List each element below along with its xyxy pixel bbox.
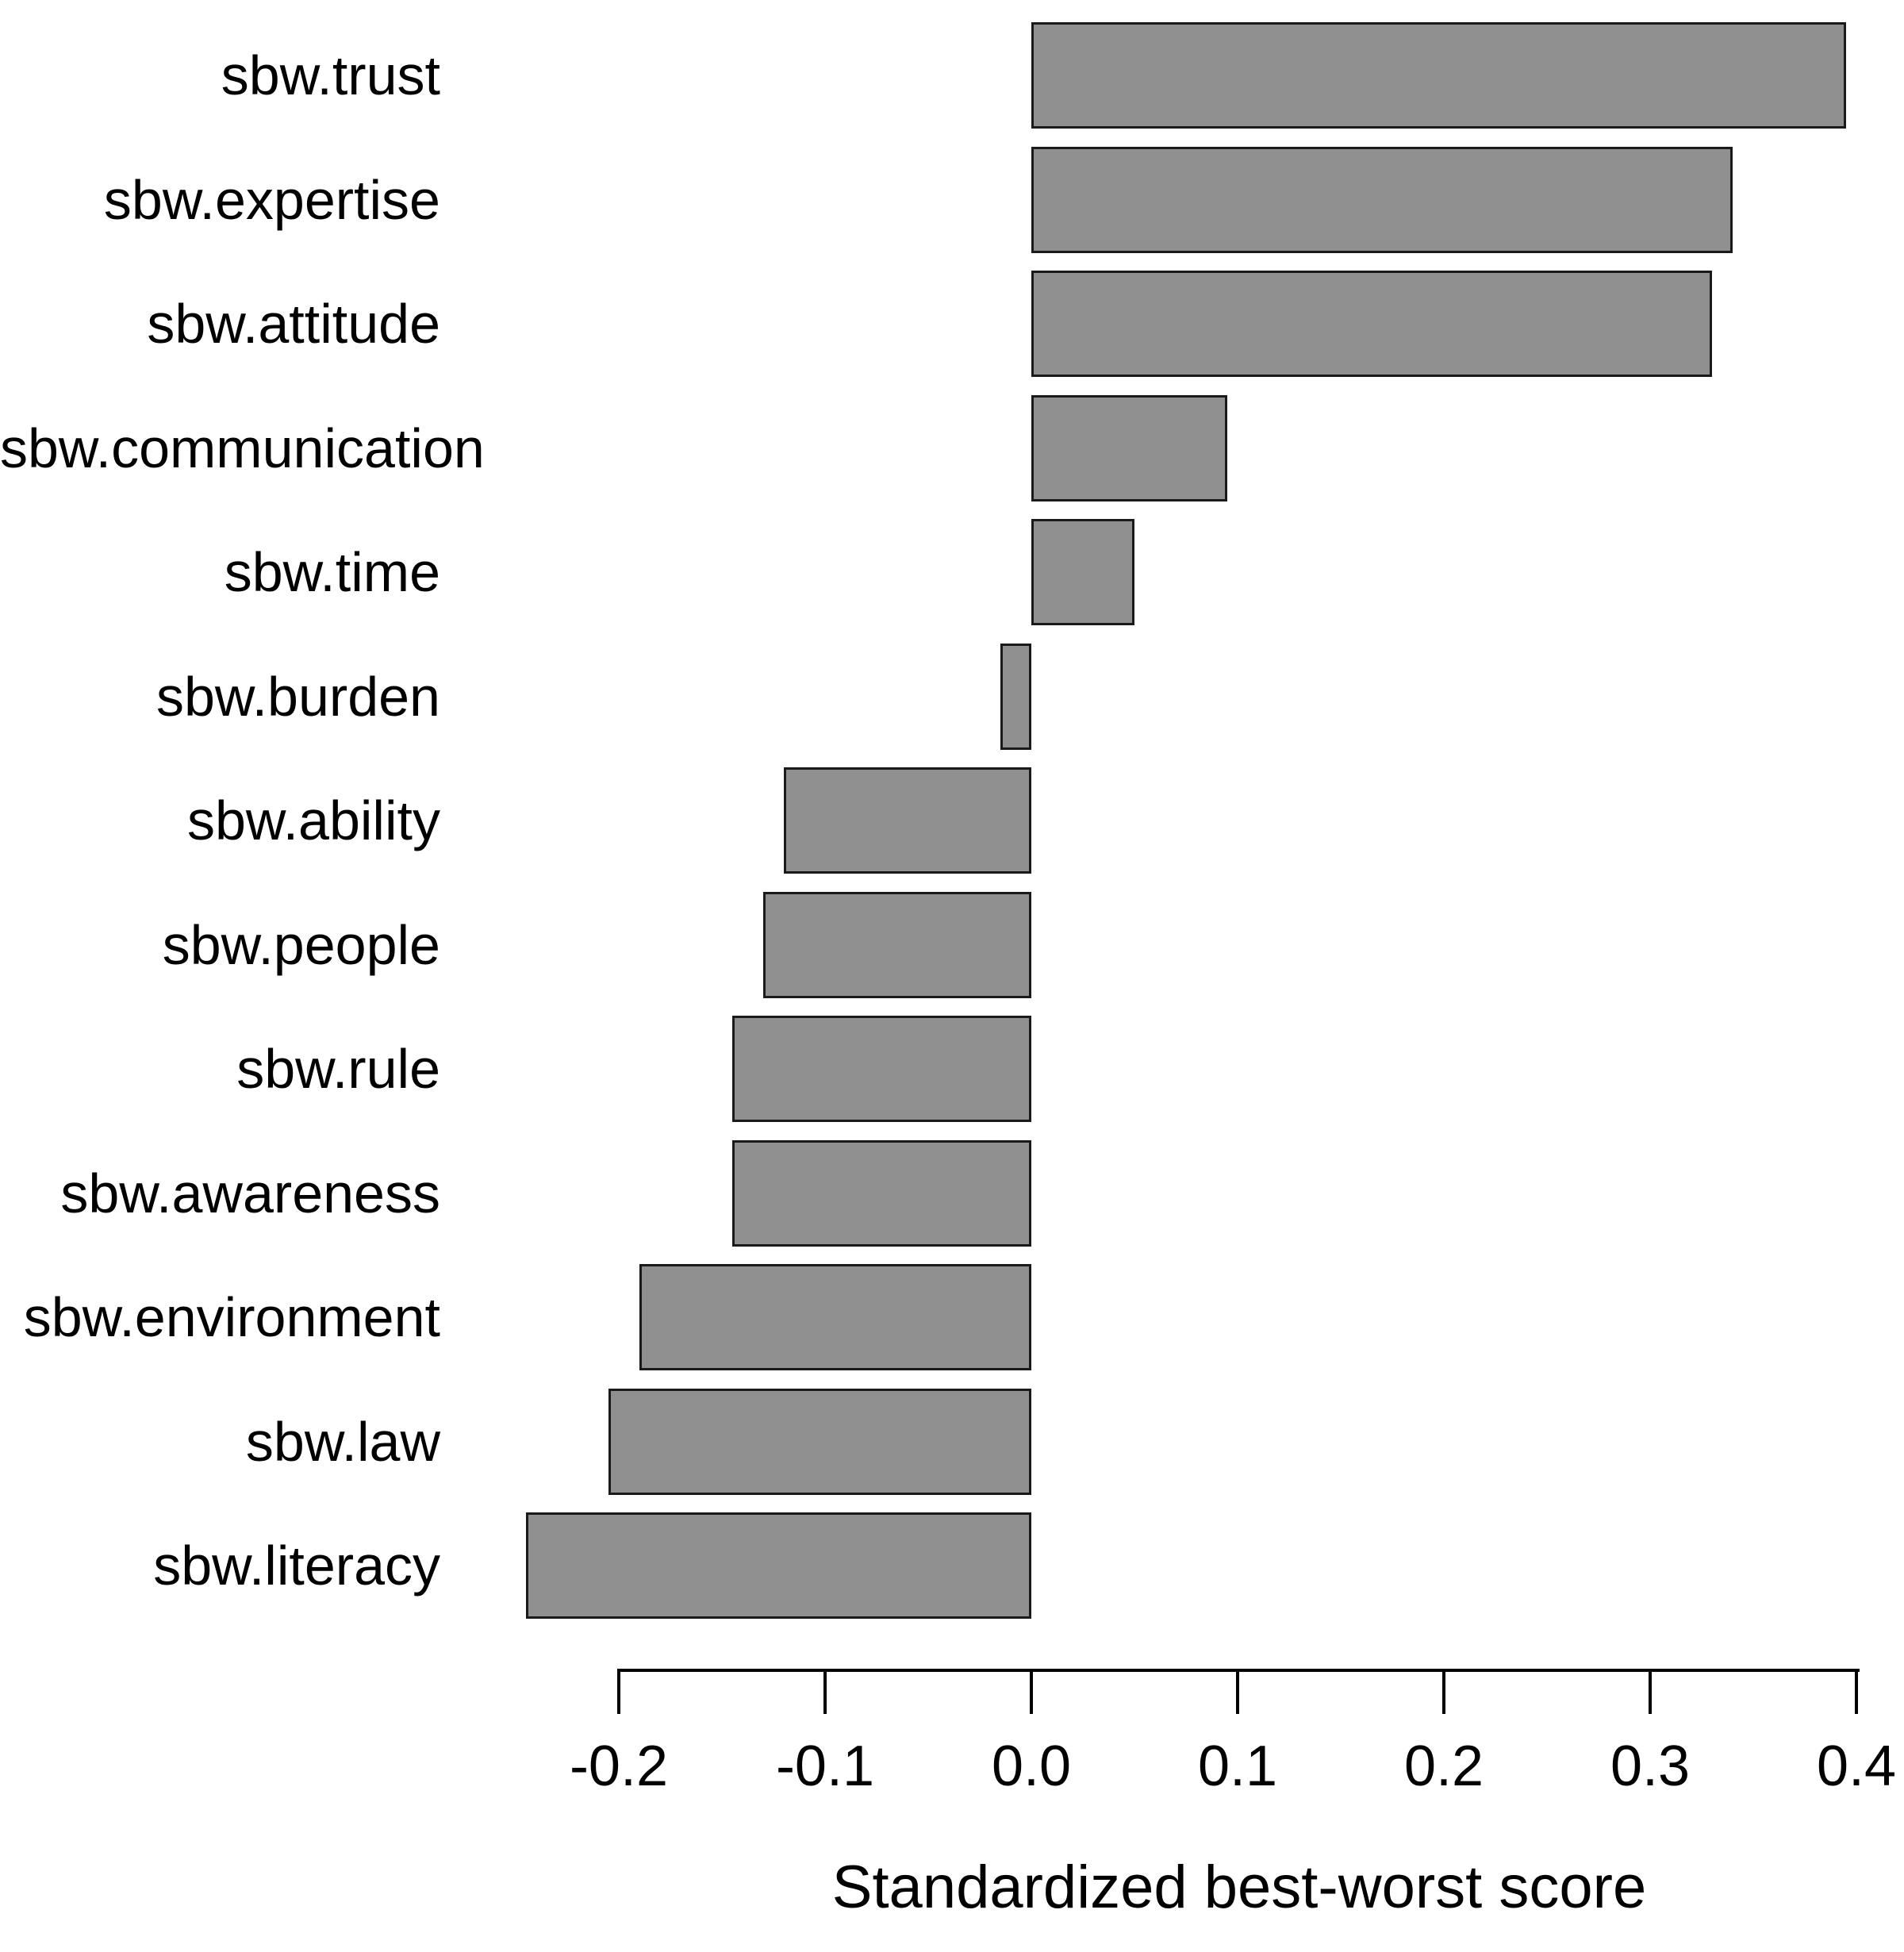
- bar-row: sbw.ability: [0, 767, 1904, 874]
- bar-sbw.law: [608, 1389, 1031, 1495]
- bar-row: sbw.time: [0, 519, 1904, 625]
- category-label: sbw.literacy: [153, 1535, 440, 1597]
- category-label: sbw.ability: [186, 790, 440, 851]
- bar-row: sbw.law: [0, 1389, 1904, 1495]
- x-axis-tick: [1855, 1669, 1858, 1714]
- bar-row: sbw.attitude: [0, 271, 1904, 377]
- bar-row: sbw.rule: [0, 1016, 1904, 1122]
- bar-sbw.expertise: [1031, 147, 1733, 253]
- category-label: sbw.rule: [236, 1038, 440, 1100]
- x-axis-tick-label: 0.4: [1816, 1735, 1897, 1798]
- category-label: sbw.expertise: [103, 169, 440, 231]
- bar-sbw.time: [1031, 519, 1134, 625]
- x-axis-tick-label: -0.1: [775, 1735, 875, 1798]
- x-axis-tick: [1442, 1669, 1445, 1714]
- x-axis-tick: [617, 1669, 620, 1714]
- bar-row: sbw.communication: [0, 395, 1904, 501]
- bar-sbw.literacy: [526, 1512, 1031, 1619]
- bar-row: sbw.awareness: [0, 1140, 1904, 1247]
- bar-sbw.ability: [784, 767, 1031, 874]
- x-axis-tick-label: 0.3: [1610, 1735, 1691, 1798]
- bar-row: sbw.burden: [0, 644, 1904, 750]
- x-axis-tick: [1649, 1669, 1652, 1714]
- category-label: sbw.attitude: [147, 293, 440, 355]
- category-label: sbw.communication: [0, 417, 485, 479]
- x-axis-tick-label: 0.1: [1197, 1735, 1278, 1798]
- x-axis-tick-label: -0.2: [569, 1735, 669, 1798]
- category-label: sbw.burden: [155, 666, 440, 728]
- bar-sbw.rule: [732, 1016, 1031, 1122]
- x-axis-tick-label: 0.0: [991, 1735, 1072, 1798]
- x-axis-tick: [823, 1669, 827, 1714]
- bar-sbw.people: [763, 892, 1031, 998]
- bar-row: sbw.people: [0, 892, 1904, 998]
- bar-row: sbw.literacy: [0, 1512, 1904, 1619]
- category-label: sbw.awareness: [60, 1162, 440, 1224]
- bar-row: sbw.environment: [0, 1264, 1904, 1370]
- x-axis-tick: [1236, 1669, 1239, 1714]
- category-label: sbw.trust: [221, 44, 440, 106]
- category-label: sbw.law: [245, 1411, 440, 1473]
- bar-row: sbw.trust: [0, 22, 1904, 129]
- x-axis-tick-label: 0.2: [1403, 1735, 1484, 1798]
- x-axis-line: [619, 1669, 1860, 1672]
- x-axis-tick: [1030, 1669, 1033, 1714]
- bar-sbw.communication: [1031, 395, 1227, 501]
- bar-sbw.burden: [1000, 644, 1031, 750]
- bar-sbw.trust: [1031, 22, 1846, 129]
- x-axis-title: Standardized best-worst score: [831, 1854, 1647, 1921]
- category-label: sbw.people: [162, 914, 440, 976]
- bar-row: sbw.expertise: [0, 147, 1904, 253]
- bar-sbw.awareness: [732, 1140, 1031, 1247]
- category-label: sbw.time: [224, 541, 440, 603]
- bar-sbw.attitude: [1031, 271, 1712, 377]
- bar-sbw.environment: [639, 1264, 1031, 1370]
- category-label: sbw.environment: [23, 1286, 440, 1348]
